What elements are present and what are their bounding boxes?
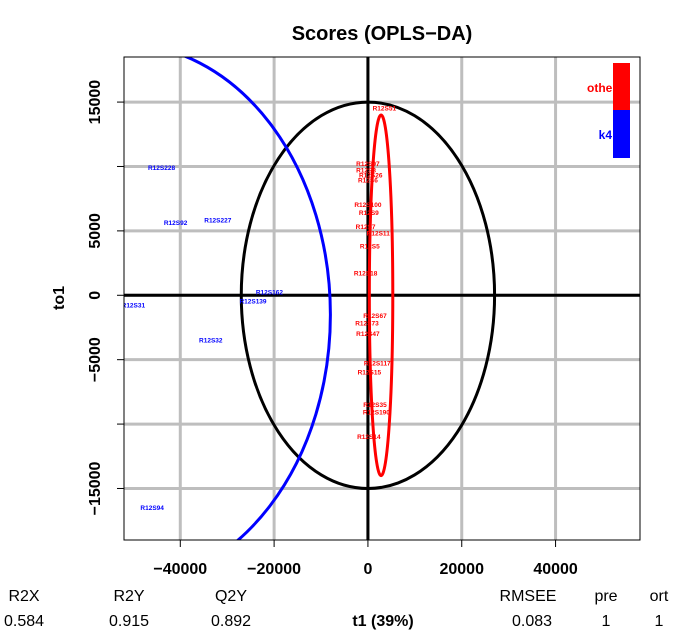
point-label-other: R12S18 — [354, 270, 378, 277]
x-tick-label: 0 — [363, 561, 372, 578]
stat-value: 1 — [655, 613, 664, 630]
point-label-k4: R12S227 — [204, 218, 231, 225]
point-label-k4: R12S94 — [140, 505, 164, 512]
point-label-other: R12S47 — [356, 331, 380, 338]
point-label-other: R12S67 — [363, 313, 387, 320]
grid-lines — [124, 57, 640, 540]
stat-value: 0.083 — [512, 613, 552, 630]
point-label-other: R12S15 — [358, 370, 382, 377]
point-label-k4: R12S31 — [122, 303, 146, 310]
y-axis-ticks: −15000 −5000 0 5000 15000 — [87, 80, 124, 515]
legend-swatch-other — [613, 63, 630, 110]
x-tick-label: −20000 — [247, 561, 301, 578]
stat-header: R2X — [8, 588, 39, 605]
point-label-other: R12S73 — [355, 321, 379, 328]
point-label-other: R12S190 — [363, 409, 390, 416]
y-tick-label: 0 — [87, 291, 104, 300]
stat-header: Q2Y — [215, 588, 247, 605]
point-label-other: R12S97 — [356, 161, 380, 168]
point-label-other: R12S35 — [363, 402, 387, 409]
legend: other k4 — [587, 63, 630, 158]
y-tick-label: −5000 — [87, 337, 104, 382]
point-label-other: R12S26 — [359, 172, 383, 179]
stat-value: 0.915 — [109, 613, 149, 630]
point-label-other: R12S9 — [359, 210, 379, 217]
legend-label-k4: k4 — [599, 128, 613, 142]
point-label-other: R12S117 — [364, 361, 391, 368]
point-labels: R12S228 R12S92 R12S227 R12S162 R12S139 R12S31… — [122, 106, 397, 512]
point-label-other: R12S6 — [358, 178, 378, 185]
ellipses — [182, 57, 497, 540]
point-label-other: R12S7 — [356, 224, 376, 231]
plot-frame — [123, 56, 641, 541]
point-label-other: R12S3 — [356, 167, 376, 174]
x-tick-label: 40000 — [533, 561, 578, 578]
point-label-k4: R12S139 — [239, 299, 266, 306]
point-label-k4: R12S162 — [256, 290, 283, 297]
hotelling-ellipse — [239, 100, 497, 490]
y-tick-label: 5000 — [87, 213, 104, 249]
ellipse-other — [367, 113, 395, 478]
x-axis-label: t1 (39%) — [352, 613, 413, 630]
point-label-other: R12S14 — [357, 434, 381, 441]
stat-header: R2Y — [113, 588, 144, 605]
model-stats: R2X R2Y Q2Y RMSEE pre ort 0.584 0.915 0.892 0.083… — [4, 588, 669, 630]
point-label-other: R12S5 — [360, 243, 380, 250]
point-label-other: R12S51 — [373, 106, 397, 113]
stat-header: pre — [594, 588, 617, 605]
stat-value: 1 — [602, 613, 611, 630]
legend-swatch-k4 — [613, 110, 630, 158]
point-label-k4: R12S228 — [148, 165, 175, 172]
x-axis-ticks: −40000 −20000 0 20000 40000 — [153, 540, 578, 578]
point-label-k4: R12S92 — [164, 220, 188, 227]
stat-value: 0.584 — [4, 613, 44, 630]
y-axis-label: to1 — [51, 286, 68, 310]
stat-header: ort — [650, 588, 669, 605]
ellipse-k4 — [182, 57, 332, 540]
y-tick-label: −15000 — [87, 461, 104, 515]
point-label-k4: R12S32 — [199, 337, 223, 344]
zero-axes — [124, 57, 640, 540]
point-label-other: R12S11 — [367, 230, 391, 237]
point-label-other: R12S100 — [354, 202, 381, 209]
legend-label-other: other — [587, 81, 617, 95]
stat-value: 0.892 — [211, 613, 251, 630]
y-tick-label: 15000 — [87, 80, 104, 125]
stat-header: RMSEE — [500, 588, 557, 605]
x-tick-label: −40000 — [153, 561, 207, 578]
x-tick-label: 20000 — [439, 561, 484, 578]
chart-title: Scores (OPLS−DA) — [292, 23, 473, 45]
